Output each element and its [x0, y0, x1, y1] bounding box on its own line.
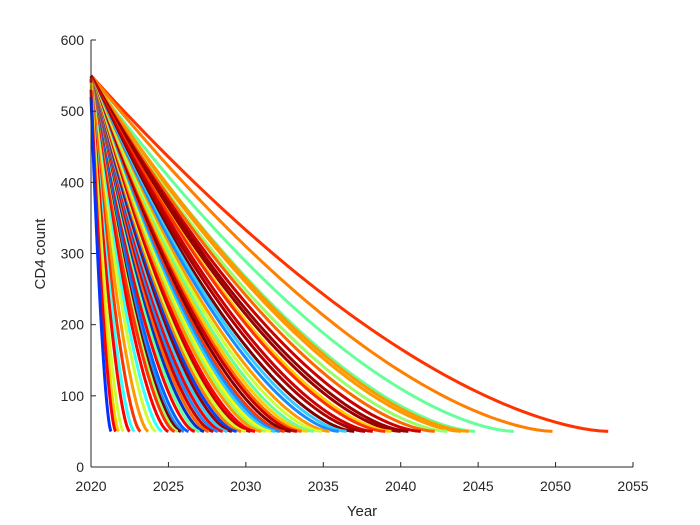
series-line — [89, 76, 386, 433]
series-line — [89, 76, 401, 433]
x-tick-label: 2050 — [540, 478, 571, 494]
x-tick-label: 2055 — [617, 478, 648, 494]
series-line — [89, 76, 374, 433]
y-tick-label: 400 — [61, 174, 85, 190]
x-tick-label: 2045 — [463, 478, 494, 494]
x-tick-label: 2035 — [308, 478, 339, 494]
y-tick-label: 300 — [61, 246, 85, 262]
x-tick-label: 2020 — [75, 478, 106, 494]
y-tick-label: 500 — [61, 103, 85, 119]
series-line — [89, 76, 462, 433]
y-axis-label: CD4 count — [32, 218, 49, 290]
series-line — [89, 74, 553, 433]
x-tick-label: 2030 — [230, 478, 261, 494]
x-ticks: 2020 2025 2030 2035 2040 2045 2050 2055 — [75, 462, 649, 494]
y-ticks: 0 100 200 300 400 500 600 — [61, 32, 96, 475]
series-line — [89, 78, 514, 433]
y-tick-label: 0 — [76, 459, 84, 475]
y-tick-label: 100 — [61, 388, 85, 404]
series-line — [89, 76, 435, 433]
series-line — [89, 96, 113, 433]
series-line — [89, 74, 609, 433]
series-line — [89, 78, 366, 433]
plot-lines — [89, 74, 609, 433]
x-tick-label: 2040 — [385, 478, 416, 494]
series-line — [89, 74, 409, 433]
x-axis-label: Year — [347, 503, 377, 520]
x-tick-label: 2025 — [153, 478, 184, 494]
y-tick-label: 600 — [61, 32, 85, 48]
y-tick-label: 200 — [61, 317, 85, 333]
